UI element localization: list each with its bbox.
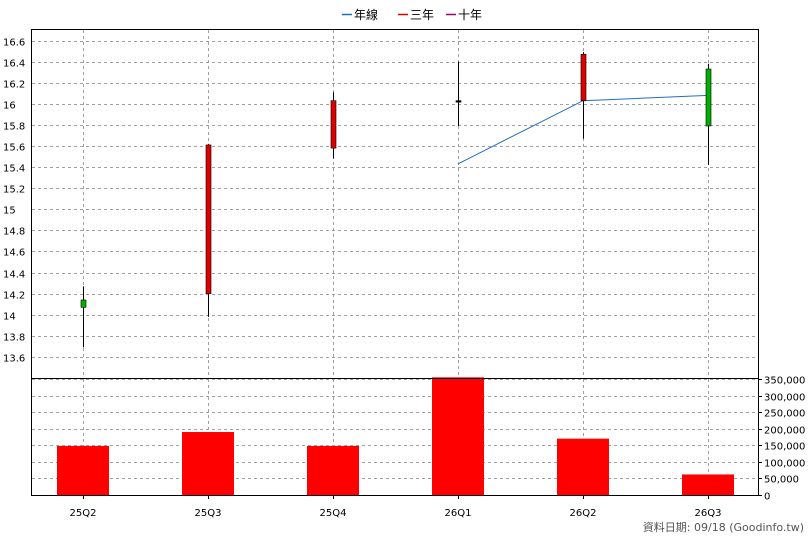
price-tick-label: 15.6 [3, 143, 25, 154]
volume-bar [307, 445, 359, 495]
price-tick-label: 13.6 [3, 354, 25, 365]
volume-bar [432, 377, 484, 495]
legend-label: 十年 [458, 8, 482, 22]
volume-bar [57, 445, 109, 495]
volume-tick-label: 150,000 [764, 442, 805, 453]
x-axis: 25Q2 25Q3 25Q4 26Q1 26Q2 26Q3 [70, 495, 722, 519]
x-tick-label: 26Q2 [570, 508, 597, 519]
candle-body [205, 144, 212, 294]
candle-body [330, 100, 337, 149]
volume-bar [682, 474, 734, 495]
price-tick-label: 16.6 [3, 38, 25, 49]
price-tick-label: 13.8 [3, 333, 25, 344]
x-tick-label: 26Q1 [445, 508, 472, 519]
volume-bar [557, 438, 609, 495]
volume-tick-label: 300,000 [764, 393, 805, 404]
candle-body [455, 100, 462, 103]
x-tick-label: 25Q2 [70, 508, 97, 519]
plot-frame [31, 29, 759, 496]
price-tick-label: 14.4 [3, 270, 25, 281]
source-note: 資料日期: 09/18 (Goodinfo.tw) [643, 520, 804, 534]
x-tick-label: 25Q4 [320, 508, 347, 519]
price-tick-label: 16.4 [3, 59, 25, 70]
x-tick-label: 25Q3 [195, 508, 222, 519]
candle-body [705, 68, 712, 127]
price-tick-label: 14.8 [3, 227, 25, 238]
price-tick-label: 16.2 [3, 80, 25, 91]
volume-bars [57, 377, 734, 495]
price-tick-label: 14 [3, 312, 16, 323]
volume-tick-label: 100,000 [764, 459, 805, 470]
legend-label: 三年 [410, 8, 434, 22]
price-tick-label: 15.8 [3, 122, 25, 133]
x-tick-label: 26Q3 [695, 508, 722, 519]
price-tick-label: 15.2 [3, 185, 25, 196]
legend: 年線 三年 十年 [342, 7, 482, 22]
price-tick-label: 15.4 [3, 164, 25, 175]
legend-label: 年線 [354, 7, 378, 22]
price-tick-label: 14.2 [3, 291, 25, 302]
price-tick-label: 15 [3, 206, 16, 217]
price-tick-label: 14.6 [3, 248, 25, 259]
volume-tick-label: 50,000 [764, 475, 799, 486]
price-grid [32, 30, 758, 378]
volume-tick-label: 0 [764, 492, 770, 503]
volume-tick-label: 250,000 [764, 409, 805, 420]
volume-bar [182, 432, 234, 495]
price-axis: 13.6 13.8 14 14.2 14.4 14.6 14.8 15 15.2 15.4 15.6… [3, 38, 25, 365]
volume-tick-label: 200,000 [764, 426, 805, 437]
volume-tick-label: 350,000 [764, 376, 805, 387]
volume-grid [32, 379, 758, 495]
price-tick-label: 16 [3, 101, 16, 112]
candle-body [580, 53, 587, 101]
volume-axis: 0 50,000 100,000 150,000 200,000 250,000 300,0… [758, 376, 805, 503]
candle-body [80, 299, 87, 308]
candles [80, 52, 712, 348]
